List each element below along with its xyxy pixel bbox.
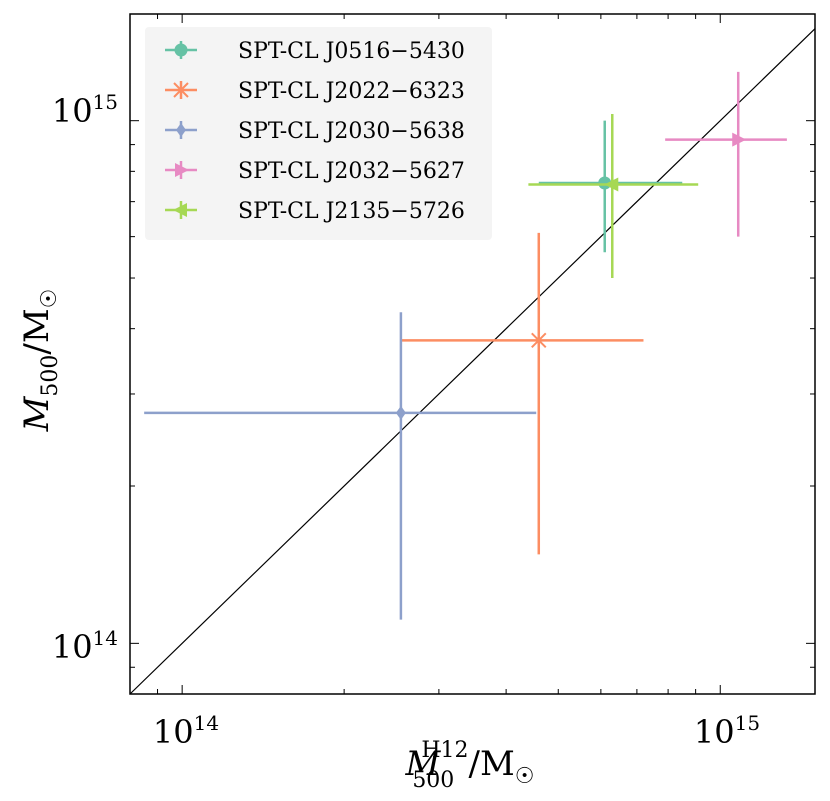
point-marker [395, 405, 406, 420]
legend-label: SPT-CL J2030−5638 [238, 119, 465, 144]
series-2 [144, 312, 537, 620]
legend-items: SPT-CL J0516−5430 SPT-CL J2022−6323 SPT-CL… [165, 39, 465, 224]
y-tick-label-1e14: 1014 [52, 626, 118, 666]
y-axis-label-group: M500/M☉ [17, 289, 63, 433]
x-tick-label-1e14: 1014 [153, 711, 219, 751]
plot-frame [129, 13, 816, 695]
y-tick-label-1e15: 1015 [52, 90, 118, 130]
legend-entry-1: SPT-CL J2022−6323 [165, 79, 465, 104]
x-axis-label: M500H12/M☉ [404, 738, 534, 793]
legend-marker [174, 43, 188, 57]
data-points [144, 71, 787, 620]
series-4 [528, 113, 699, 279]
legend-marker [173, 82, 189, 98]
legend-marker [175, 163, 189, 177]
legend-entry-0: SPT-CL J0516−5430 [165, 39, 465, 64]
minor-ticks [129, 14, 815, 695]
series-1 [400, 232, 644, 555]
legend-entry-3: SPT-CL J2032−5627 [165, 159, 465, 184]
legend-label: SPT-CL J2032−5627 [238, 159, 465, 184]
point-marker [531, 332, 547, 349]
legend-label: SPT-CL J2022−6323 [238, 79, 465, 104]
legend-label: SPT-CL J2135−5726 [238, 199, 465, 224]
legend-entry-4: SPT-CL J2135−5726 [165, 199, 465, 224]
point-marker [604, 177, 619, 192]
x-tick-label-1e15: 1015 [694, 711, 760, 751]
point-marker [732, 132, 747, 147]
legend [145, 27, 492, 240]
legend-label: SPT-CL J0516−5430 [238, 39, 465, 64]
y-axis-label: M500/M☉ [17, 289, 63, 433]
legend-marker [173, 203, 187, 217]
series-3 [665, 71, 787, 237]
legend-entry-2: SPT-CL J2030−5638 [165, 119, 465, 144]
legend-marker [176, 123, 186, 137]
